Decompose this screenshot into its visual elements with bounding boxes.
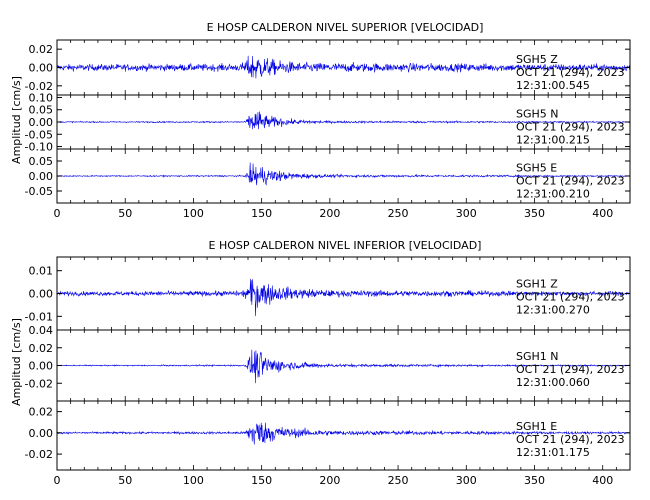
y-tick-label: -0.02 bbox=[25, 448, 53, 461]
station-label: SGH1 E bbox=[516, 420, 557, 433]
station-label: SGH1 N bbox=[516, 350, 559, 363]
date-label: OCT 21 (294), 2023 bbox=[516, 433, 625, 446]
y-tick-label: 0.00 bbox=[29, 360, 54, 373]
x-tick-label: 400 bbox=[592, 474, 613, 487]
x-tick-label: 250 bbox=[388, 474, 409, 487]
y-axis-label-inferior: Amplitud [cm/s] bbox=[10, 318, 23, 406]
time-label: 12:31:00.210 bbox=[516, 188, 590, 201]
y-tick-label: 0.02 bbox=[29, 43, 54, 56]
waveform-line bbox=[56, 278, 631, 317]
y-tick-label: 0.01 bbox=[29, 265, 54, 278]
x-tick-label: 350 bbox=[524, 474, 545, 487]
time-label: 12:31:00.215 bbox=[516, 134, 590, 147]
y-tick-label: 0.05 bbox=[29, 104, 54, 117]
y-tick-label: -0.05 bbox=[25, 185, 53, 198]
station-label: SGH5 Z bbox=[516, 53, 558, 66]
date-label: OCT 21 (294), 2023 bbox=[516, 363, 625, 376]
waveform-line bbox=[56, 349, 631, 384]
y-tick-label: 0.10 bbox=[29, 91, 54, 104]
station-label: SGH5 E bbox=[516, 162, 557, 175]
x-tick-label: 300 bbox=[456, 474, 477, 487]
x-tick-label: 250 bbox=[388, 207, 409, 220]
x-tick-label: 50 bbox=[118, 207, 132, 220]
date-label: OCT 21 (294), 2023 bbox=[516, 291, 625, 304]
y-tick-label: -0.02 bbox=[25, 377, 53, 390]
y-tick-label: -0.10 bbox=[25, 141, 53, 154]
x-tick-label: 50 bbox=[118, 474, 132, 487]
x-tick-label: 200 bbox=[319, 207, 340, 220]
y-tick-label: -0.01 bbox=[25, 310, 53, 323]
x-tick-label: 400 bbox=[592, 207, 613, 220]
x-tick-label: 100 bbox=[183, 474, 204, 487]
waveform-line bbox=[56, 111, 631, 130]
group-title-inferior: E HOSP CALDERON NIVEL INFERIOR [VELOCIDA… bbox=[209, 239, 482, 252]
time-label: 12:31:00.270 bbox=[516, 304, 590, 317]
time-label: 12:31:00.060 bbox=[516, 376, 590, 389]
x-tick-label: 0 bbox=[54, 207, 61, 220]
y-tick-label: 0.04 bbox=[29, 324, 54, 337]
station-label: SGH1 Z bbox=[516, 278, 558, 291]
date-label: OCT 21 (294), 2023 bbox=[516, 66, 625, 79]
waveform-line bbox=[56, 162, 631, 186]
date-label: OCT 21 (294), 2023 bbox=[516, 121, 625, 134]
group-title-superior: E HOSP CALDERON NIVEL SUPERIOR [VELOCIDA… bbox=[207, 21, 484, 34]
x-tick-label: 150 bbox=[251, 474, 272, 487]
waveform-line bbox=[56, 55, 631, 79]
y-tick-label: -0.05 bbox=[25, 128, 53, 141]
x-tick-label: 350 bbox=[524, 207, 545, 220]
x-tick-label: 100 bbox=[183, 207, 204, 220]
y-tick-label: 0.02 bbox=[29, 342, 54, 355]
date-label: OCT 21 (294), 2023 bbox=[516, 175, 625, 188]
y-tick-label: 0.02 bbox=[29, 406, 54, 419]
y-tick-label: 0.00 bbox=[29, 170, 54, 183]
y-tick-label: 0.00 bbox=[29, 62, 54, 75]
x-tick-label: 0 bbox=[54, 474, 61, 487]
time-label: 12:31:00.545 bbox=[516, 79, 590, 92]
y-tick-label: 0.00 bbox=[29, 116, 54, 129]
y-tick-label: 0.05 bbox=[29, 155, 54, 168]
x-tick-label: 150 bbox=[251, 207, 272, 220]
x-tick-label: 300 bbox=[456, 207, 477, 220]
x-tick-label: 200 bbox=[319, 474, 340, 487]
y-tick-label: -0.02 bbox=[25, 80, 53, 93]
waveform-line bbox=[56, 422, 631, 445]
station-label: SGH5 N bbox=[516, 108, 559, 121]
time-label: 12:31:01.175 bbox=[516, 446, 590, 459]
y-axis-label-superior: Amplitud [cm/s] bbox=[10, 76, 23, 164]
y-tick-label: 0.00 bbox=[29, 288, 54, 301]
y-tick-label: 0.00 bbox=[29, 427, 54, 440]
